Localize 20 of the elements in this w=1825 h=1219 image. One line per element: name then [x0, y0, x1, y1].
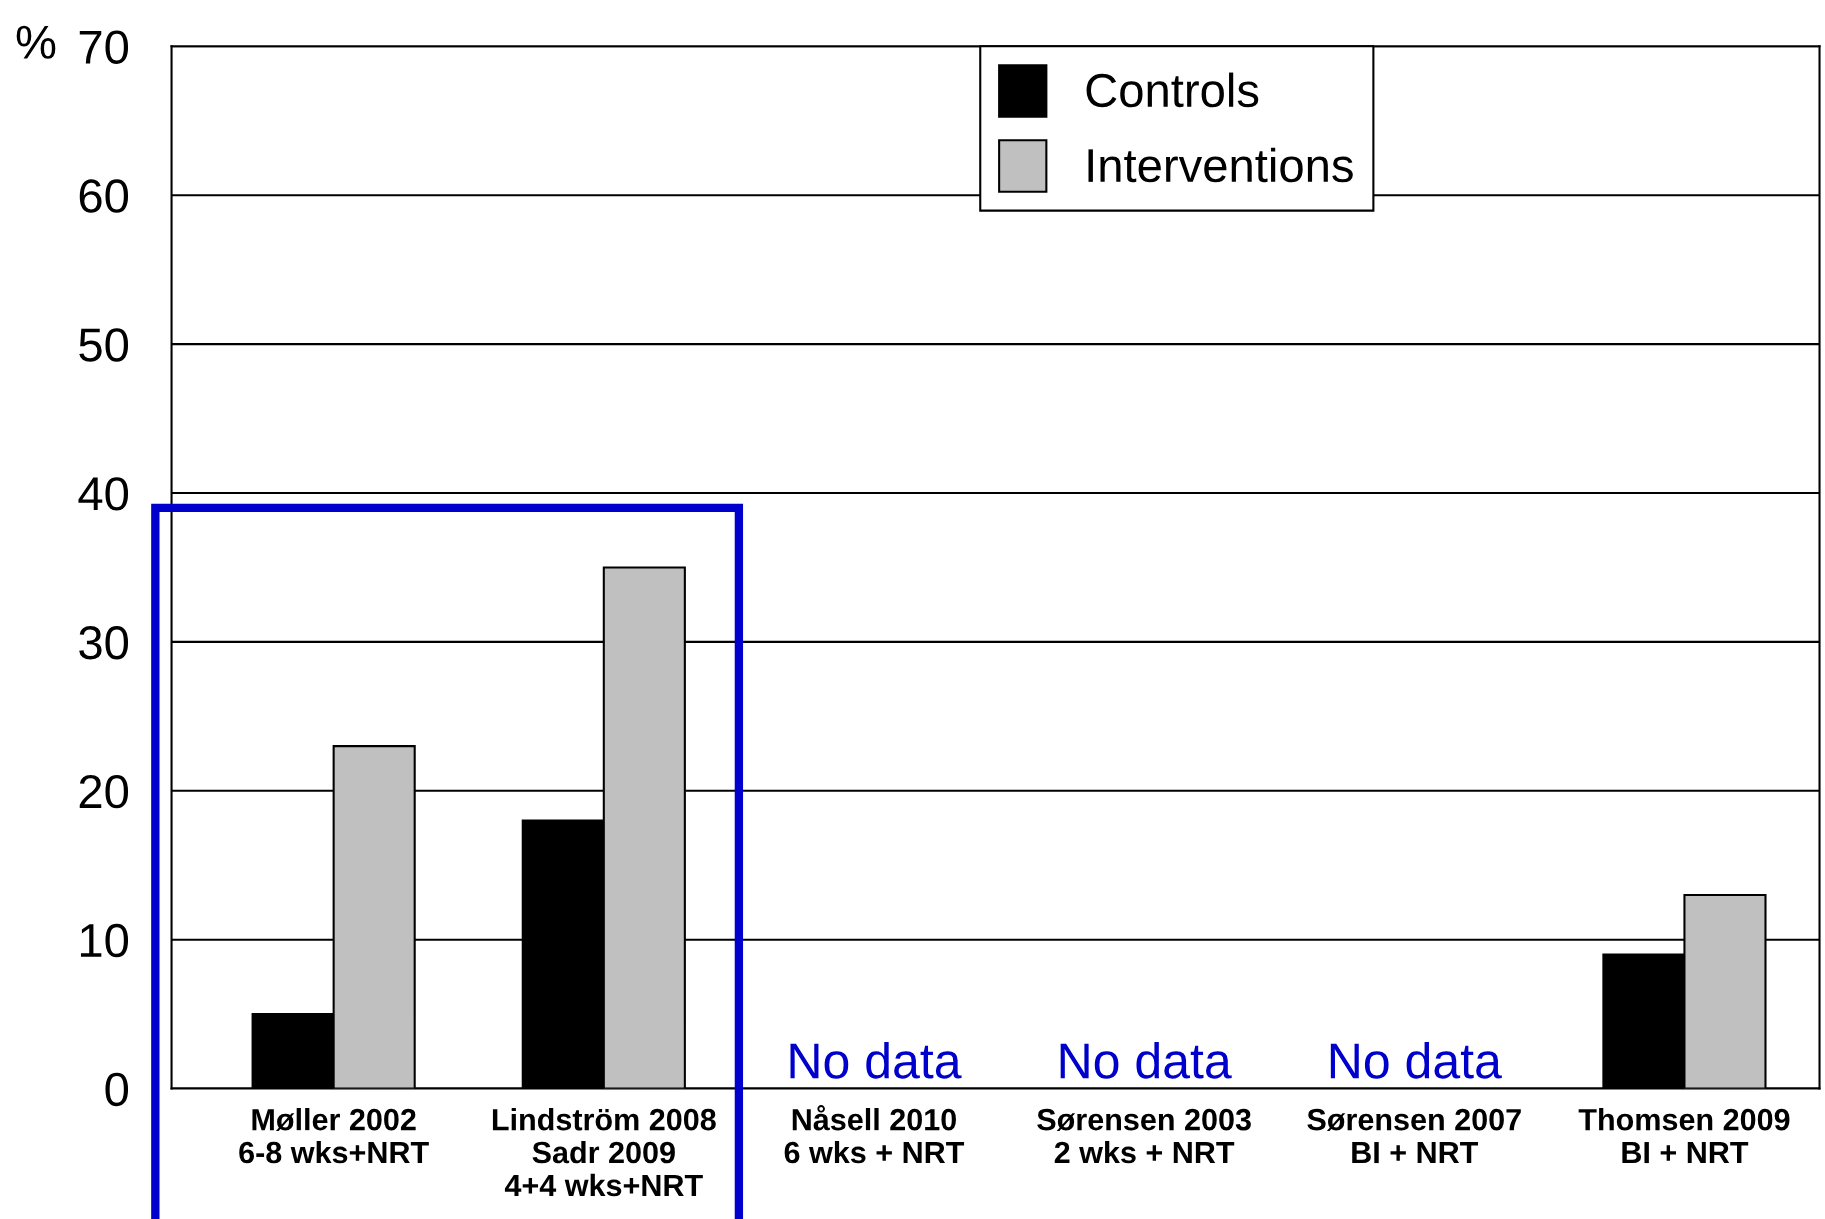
y-tick-label: 0: [105, 1072, 129, 1107]
annotation: No data: [790, 1041, 962, 1079]
legend-label: Controls: [1086, 72, 1259, 108]
y-tick-label: 70: [79, 30, 129, 64]
annotation: No data: [1060, 1041, 1232, 1079]
y-tick-label: 10: [80, 923, 129, 958]
y-axis-title: %: [16, 25, 56, 59]
y-tick-label: 20: [79, 774, 129, 809]
annotation: No data: [1330, 1041, 1502, 1079]
legend-label: Interventions: [1088, 147, 1353, 183]
x-tick-label: Thomsen 2009 BI + NRT: [1578, 1108, 1790, 1164]
x-tick-label: Lindström 2008 Sadr 2009 4+4 wks+NRT: [492, 1108, 716, 1197]
y-tick-label: 40: [78, 477, 129, 511]
y-tick-label: 50: [79, 328, 129, 362]
y-tick-label: 60: [79, 179, 129, 213]
x-tick-label: Sørensen 2003 2 wks + NRT: [1037, 1108, 1251, 1164]
y-tick-label: 30: [79, 626, 129, 660]
x-tick-label: Sørensen 2007 BI + NRT: [1307, 1108, 1521, 1164]
x-tick-label: Møller 2002 6-8 wks+NRT: [239, 1108, 429, 1164]
x-tick-label: Nåsell 2010 6 wks + NRT: [784, 1105, 965, 1164]
